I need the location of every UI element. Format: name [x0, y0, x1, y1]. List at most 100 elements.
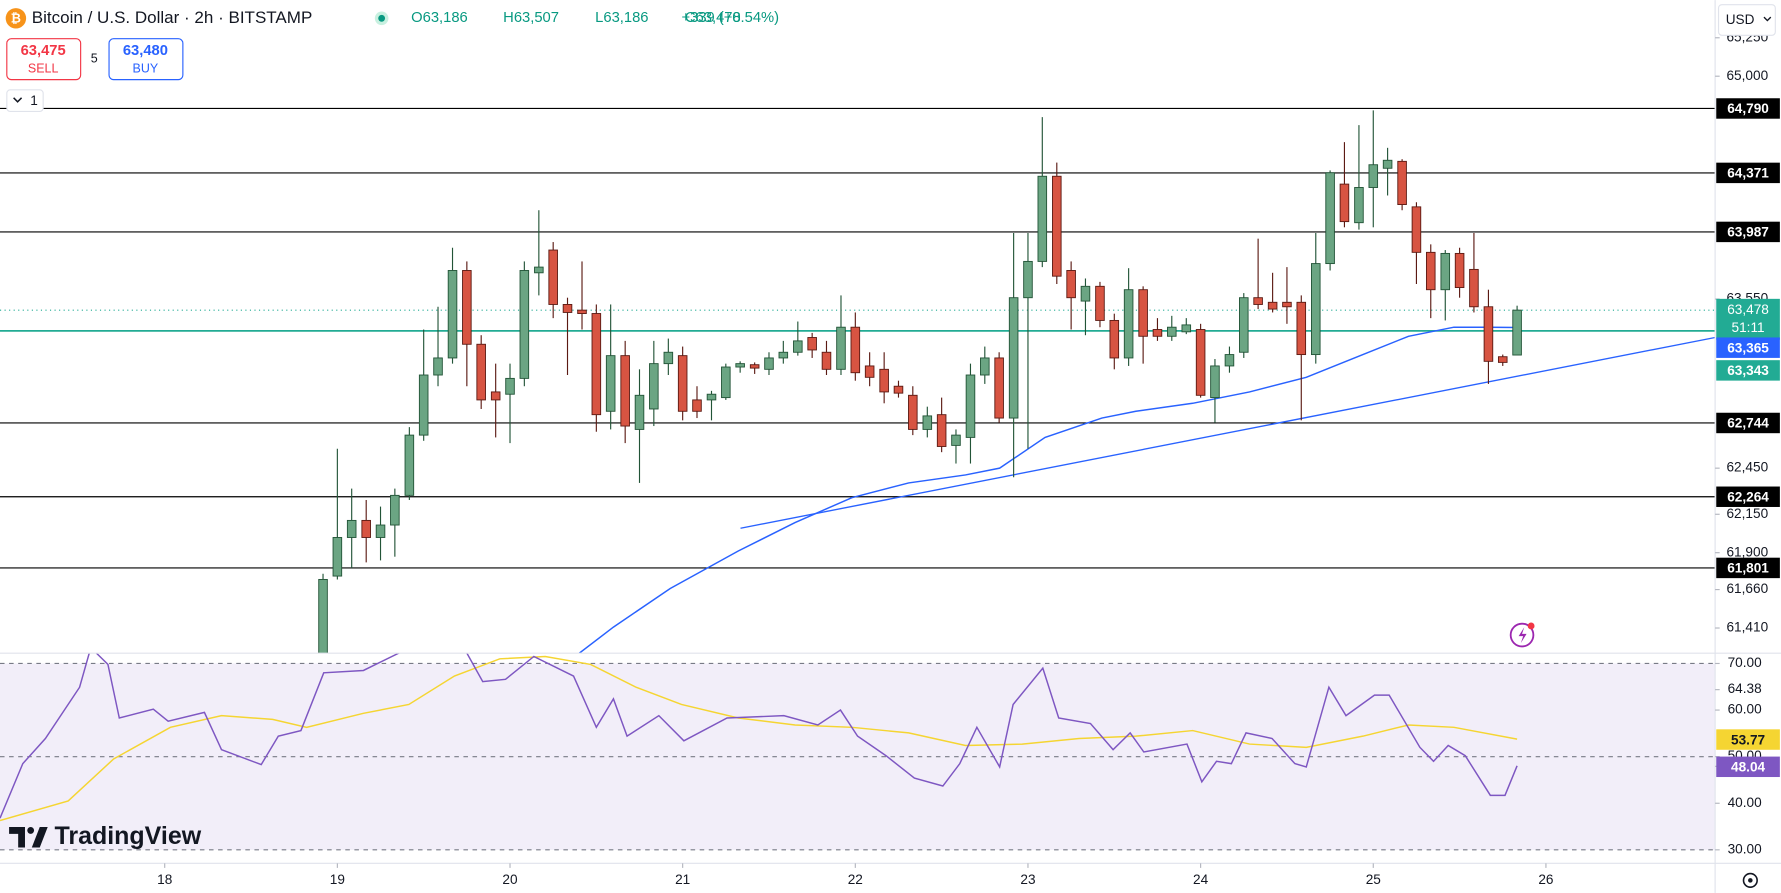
- brand-name: TradingView: [55, 822, 202, 850]
- brand-mark: [9, 827, 48, 848]
- collapse-count[interactable]: 1: [30, 93, 38, 108]
- candle-body: [605, 355, 616, 412]
- x-tick-label: 26: [1538, 872, 1553, 887]
- candle-body: [1267, 301, 1278, 310]
- rsi-value-label: 48.04: [1731, 760, 1766, 775]
- candle-body: [1253, 297, 1263, 305]
- candle-body: [1123, 289, 1134, 359]
- level-label: 62,744: [1727, 416, 1769, 431]
- x-tick-label: 24: [1193, 872, 1209, 887]
- candle-body: [361, 519, 371, 538]
- level-label-box: [1716, 486, 1780, 507]
- currency-chevron[interactable]: [1763, 16, 1772, 22]
- candle-body: [1354, 187, 1364, 224]
- bitcoin-icon: [5, 8, 27, 29]
- collapse-button[interactable]: 1: [6, 89, 44, 112]
- candle-body: [1052, 175, 1062, 277]
- sell-box[interactable]: [6, 38, 82, 81]
- candle-body: [764, 357, 774, 370]
- candle-body: [1311, 263, 1321, 356]
- level-label-box: [1716, 98, 1780, 119]
- candle-body: [1382, 159, 1393, 169]
- x-tick-label: 21: [675, 872, 690, 887]
- candle-body: [706, 393, 717, 401]
- candle-body: [980, 357, 990, 376]
- low-value: L63,186: [595, 10, 648, 26]
- candle-body: [1167, 326, 1177, 337]
- x-tick-label: 20: [502, 872, 518, 887]
- candle-body: [462, 270, 472, 345]
- high-value: H63,507: [503, 10, 559, 26]
- level-label: 64,371: [1727, 166, 1769, 181]
- candle-body: [951, 434, 961, 446]
- price-pane: [0, 107, 1716, 654]
- rsi-value-box: [1716, 756, 1780, 778]
- candle-body: [1080, 285, 1091, 302]
- currency-label[interactable]: USD: [1726, 12, 1755, 27]
- candle-body: [677, 355, 688, 412]
- rsi-value-box: [1716, 729, 1780, 750]
- candle-body: [936, 414, 947, 447]
- price-line-label: 63,343: [1727, 363, 1769, 378]
- rsi-y-tick-label: 40.00: [1728, 795, 1763, 810]
- candle-body: [1454, 252, 1465, 289]
- candle-body: [1440, 252, 1451, 291]
- sell-label[interactable]: SELL: [28, 62, 59, 76]
- bitcoin-symbol: ₿: [11, 12, 21, 26]
- collapse-box[interactable]: [6, 89, 44, 112]
- level-label: 61,801: [1727, 561, 1769, 576]
- sell-price[interactable]: 63,475: [21, 43, 66, 59]
- alert-bolt[interactable]: [1518, 627, 1527, 644]
- candle-body: [620, 355, 630, 427]
- candle-body: [1483, 306, 1494, 362]
- candle-body: [1138, 289, 1148, 337]
- candle-body: [692, 399, 702, 412]
- buy-button[interactable]: 63,480 BUY: [108, 38, 184, 81]
- settings-center[interactable]: [1748, 878, 1753, 883]
- rsi-y-tick-label: 60.00: [1728, 702, 1763, 717]
- candle-body: [1210, 365, 1220, 399]
- rsi-y-tick-label: 70.00: [1728, 655, 1763, 670]
- candle-body: [1368, 164, 1379, 188]
- candle-body: [1512, 309, 1522, 356]
- candle-body: [318, 578, 328, 654]
- currency-button[interactable]: USD: [1717, 4, 1776, 36]
- rsi-value-label: 53.77: [1731, 732, 1765, 747]
- buy-box[interactable]: [108, 38, 184, 81]
- candle-body: [562, 304, 573, 313]
- candle-body: [778, 351, 789, 359]
- candle-body: [1008, 297, 1019, 419]
- candle-body: [1425, 251, 1436, 291]
- level-label: 62,264: [1727, 489, 1769, 504]
- brand-dot: [27, 827, 35, 834]
- currency-box[interactable]: [1717, 4, 1776, 36]
- x-tick-label: 22: [848, 872, 863, 887]
- candle-body: [1023, 260, 1033, 299]
- level-label-box: [1716, 557, 1780, 579]
- candle-body: [994, 357, 1004, 419]
- candle-body: [864, 365, 875, 378]
- candle-body: [965, 374, 976, 438]
- y-tick-label: 62,450: [1726, 460, 1768, 475]
- candle-body: [591, 313, 602, 416]
- alert-dot[interactable]: [1527, 622, 1535, 630]
- alert-circle[interactable]: [1509, 622, 1535, 648]
- y-tick-label: 61,410: [1726, 620, 1768, 635]
- settings-gear[interactable]: [1742, 872, 1758, 889]
- candle-body: [1282, 301, 1292, 308]
- sell-button[interactable]: 63,475 SELL: [6, 38, 82, 81]
- settings-button[interactable]: [1742, 872, 1758, 889]
- candle-body: [433, 357, 443, 376]
- countdown-label: 51:11: [1732, 320, 1765, 335]
- candle-body: [577, 309, 587, 314]
- axis-tags: 64,790 64,371 63,987 62,744 62,264 61,801 63,4…: [1716, 98, 1780, 778]
- buy-price[interactable]: 63,480: [123, 43, 168, 59]
- candle-body: [836, 326, 846, 370]
- last-price-box: [1716, 298, 1780, 340]
- chevron-icon[interactable]: [13, 97, 23, 103]
- candle-body: [1497, 356, 1508, 363]
- level-label-box: [1716, 221, 1780, 243]
- alert-icon[interactable]: [1509, 622, 1535, 648]
- buy-label[interactable]: BUY: [133, 62, 159, 76]
